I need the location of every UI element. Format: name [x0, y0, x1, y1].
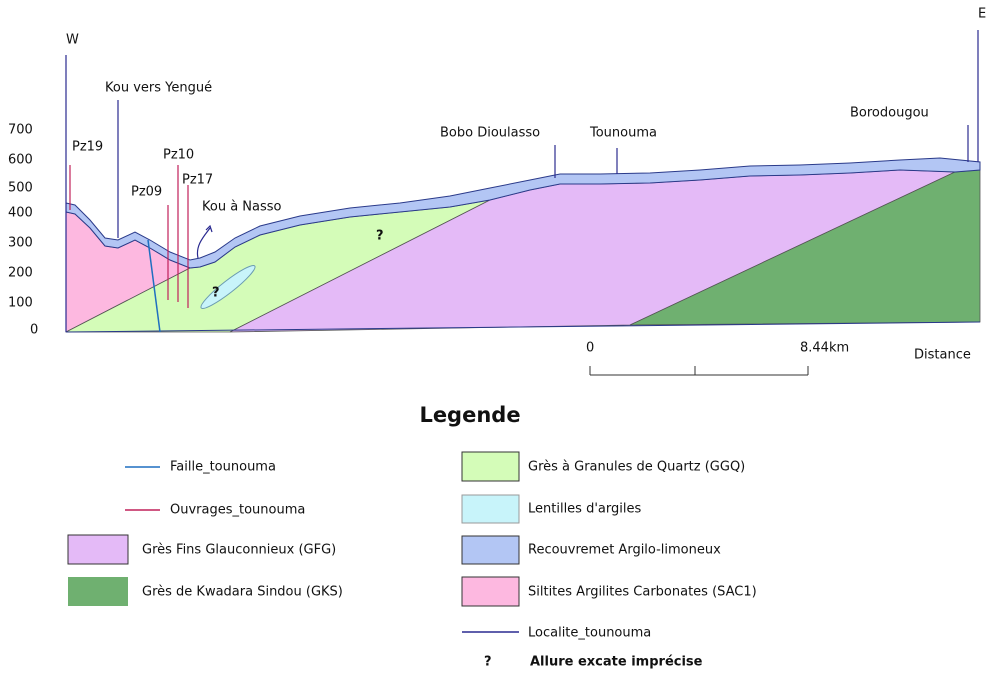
scale-bar: [589, 366, 809, 376]
locality-lines: [65, 30, 979, 332]
legend-label: Lentilles d'argiles: [528, 502, 641, 517]
west-label: W: [66, 33, 79, 48]
locality-label: Tounouma: [589, 126, 657, 141]
geology: [65, 157, 981, 333]
legend-label: Faille_tounouma: [170, 460, 276, 475]
legend-label: Localite_tounouma: [528, 626, 651, 641]
legend-label: Ouvrages_tounouma: [170, 503, 305, 518]
elevation-label: 700: [8, 123, 33, 138]
uncertain-mark: ?: [376, 229, 384, 244]
legend-label: Recouvremet Argilo-limoneux: [528, 543, 721, 558]
elevation-label: 100: [8, 296, 33, 311]
legend-swatch: [67, 534, 129, 565]
elevation-label: 500: [8, 181, 33, 196]
legend-swatch: [68, 577, 128, 606]
legend-label: Grès de Kwadara Sindou (GKS): [142, 585, 343, 600]
locality-label: Borodougou: [850, 106, 929, 121]
scale-start: 0: [586, 341, 594, 356]
legend-swatch: [461, 535, 520, 565]
fault: [147, 239, 161, 333]
locality-label: Kou vers Yengué: [105, 81, 212, 96]
legend-swatch: [461, 451, 520, 482]
legend-note: Allure excate imprécise: [530, 655, 703, 670]
base-line: [65, 321, 981, 333]
locality-label: Kou à Nasso: [202, 200, 282, 215]
scale-end: 8.44km: [800, 341, 849, 356]
scale-axis: Distance: [914, 348, 971, 363]
elevation-label: 600: [8, 153, 33, 168]
locality-label: Bobo Dioulasso: [440, 126, 540, 141]
legend-note-symbol: ?: [484, 655, 492, 670]
cover-layer: [65, 157, 981, 269]
well-label: Pz17: [182, 173, 213, 188]
clay-lens: [200, 265, 256, 309]
legend-title: Legende: [419, 403, 520, 427]
legend-swatch: [461, 576, 520, 607]
legend-label: Grès Fins Glauconnieux (GFG): [142, 543, 336, 558]
legend-label: Siltites Argilites Carbonates (SAC1): [528, 585, 757, 600]
well-label: Pz19: [72, 140, 103, 155]
locality-arrow: [196, 224, 213, 259]
uncertain-mark: ?: [212, 286, 220, 301]
well-label: Pz09: [131, 185, 162, 200]
legend-swatch: [461, 494, 520, 524]
elevation-label: 400: [8, 206, 33, 221]
well-lines: [69, 165, 189, 308]
elevation-label: 0: [30, 323, 38, 338]
legend: [67, 451, 520, 633]
elevation-label: 200: [8, 266, 33, 281]
east-label: E: [978, 7, 986, 22]
elevation-labels: 700 600 500 400 300 200 100 0: [8, 123, 38, 338]
legend-label: Grès à Granules de Quartz (GGQ): [528, 460, 745, 475]
well-label: Pz10: [163, 148, 194, 163]
elevation-label: 300: [8, 236, 33, 251]
